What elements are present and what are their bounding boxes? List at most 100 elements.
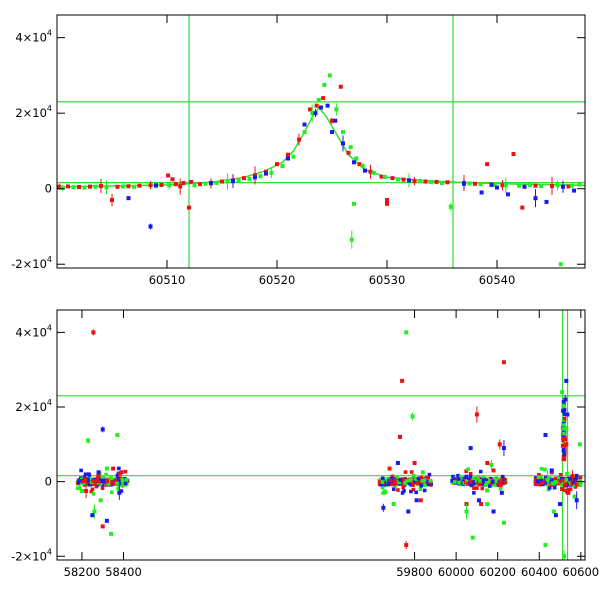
data-point — [464, 474, 469, 479]
data-point — [86, 438, 91, 443]
data-point — [121, 184, 125, 189]
data-point — [100, 427, 105, 432]
data-point — [543, 543, 548, 548]
data-point — [115, 473, 120, 478]
data-point — [253, 175, 257, 180]
data-point — [544, 199, 549, 204]
x-tick-label: 60540 — [479, 273, 516, 287]
data-point — [396, 177, 400, 182]
data-point — [468, 446, 473, 451]
data-point — [575, 482, 580, 487]
data-point — [485, 488, 490, 493]
data-point — [487, 484, 492, 488]
data-point — [543, 433, 548, 437]
data-point — [574, 498, 579, 503]
data-point — [467, 181, 472, 186]
data-point — [314, 103, 319, 108]
data-point — [94, 484, 99, 489]
data-point — [560, 390, 565, 395]
y-tick-label: 4×104 — [15, 29, 52, 45]
data-point — [132, 184, 136, 189]
data-point — [236, 178, 241, 183]
data-point — [422, 488, 427, 493]
data-point — [570, 476, 574, 481]
data-point — [407, 481, 412, 486]
data-point — [117, 466, 121, 471]
data-point — [495, 185, 499, 190]
data-point — [484, 480, 489, 485]
data-point — [416, 476, 421, 481]
data-point — [564, 442, 569, 447]
data-point — [225, 179, 230, 184]
data-point — [106, 481, 111, 486]
data-point — [400, 491, 405, 495]
data-point — [488, 479, 492, 483]
data-point — [76, 486, 80, 491]
data-point — [401, 177, 406, 182]
data-point — [474, 412, 479, 417]
data-point — [96, 470, 101, 475]
x-tick-label: 58200 — [64, 565, 101, 579]
data-point — [533, 478, 538, 482]
data-point — [310, 111, 315, 116]
data-point — [544, 480, 549, 485]
data-point — [100, 483, 105, 488]
data-point — [379, 174, 384, 179]
data-point — [181, 181, 186, 186]
data-point — [397, 434, 402, 439]
data-point — [562, 412, 567, 416]
data-point — [563, 480, 568, 484]
data-point — [484, 483, 489, 487]
data-point — [321, 96, 326, 101]
data-point — [533, 183, 538, 188]
x-tick-label: 60200 — [479, 565, 516, 579]
data-point — [528, 182, 532, 187]
data-point — [98, 479, 102, 483]
data-point — [105, 479, 109, 484]
data-point — [302, 130, 307, 135]
data-point — [330, 130, 334, 135]
data-point — [352, 201, 356, 206]
data-point — [411, 473, 416, 478]
data-point — [478, 182, 483, 187]
data-point — [319, 105, 323, 110]
data-point — [137, 183, 142, 188]
data-point — [404, 330, 409, 335]
data-point — [550, 481, 555, 486]
data-point — [539, 184, 543, 189]
data-point — [503, 480, 508, 485]
data-point — [159, 182, 164, 187]
data-point — [421, 479, 425, 483]
data-point — [418, 498, 423, 503]
data-point — [397, 480, 402, 485]
data-point — [492, 182, 497, 187]
data-point — [371, 170, 376, 175]
data-point — [98, 498, 103, 503]
data-point — [428, 478, 433, 483]
data-point — [461, 479, 466, 483]
data-point — [386, 482, 390, 487]
data-point — [471, 480, 475, 484]
data-point — [563, 482, 568, 486]
data-point — [100, 524, 105, 529]
data-point — [553, 476, 558, 481]
data-point — [79, 468, 83, 473]
data-point — [380, 485, 385, 490]
data-point — [450, 479, 455, 483]
data-point — [198, 182, 202, 187]
data-point — [489, 462, 494, 467]
data-point — [395, 475, 400, 480]
data-point — [566, 490, 571, 495]
data-point — [567, 481, 572, 486]
data-point — [572, 483, 576, 488]
data-point — [352, 160, 356, 165]
data-point — [473, 181, 477, 186]
data-point — [423, 478, 428, 482]
data-point — [462, 181, 466, 186]
data-point — [540, 481, 544, 485]
data-point — [173, 182, 178, 187]
data-point — [491, 509, 496, 514]
model-curve — [57, 106, 585, 188]
data-point — [539, 466, 544, 471]
data-point — [414, 498, 419, 503]
